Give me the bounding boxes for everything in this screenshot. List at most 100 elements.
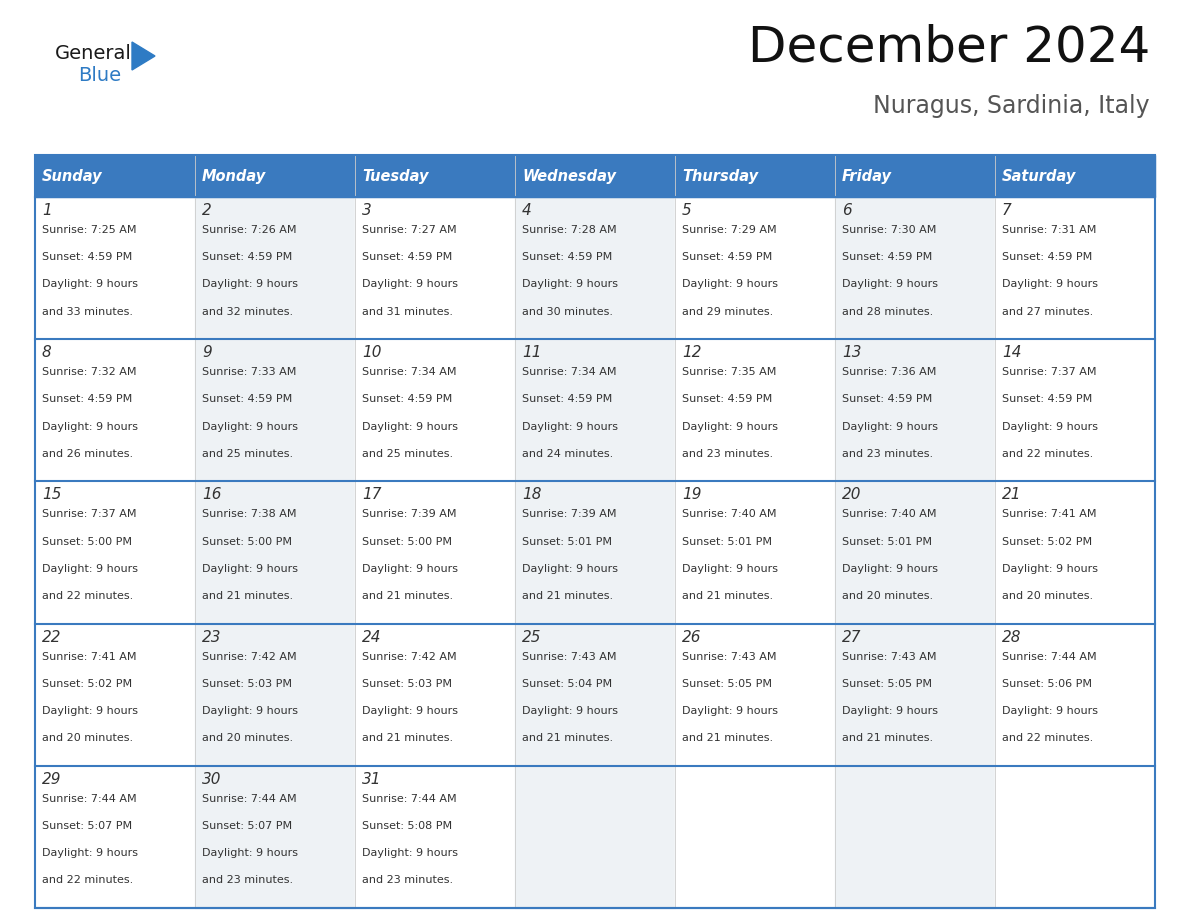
Text: 2: 2 (202, 203, 211, 218)
Bar (996, 766, 1155, 908)
Text: and 21 minutes.: and 21 minutes. (522, 733, 613, 744)
Text: Sunset: 5:06 PM: Sunset: 5:06 PM (1001, 678, 1092, 688)
Text: and 20 minutes.: and 20 minutes. (42, 733, 133, 744)
Text: and 21 minutes.: and 21 minutes. (362, 733, 453, 744)
Text: and 23 minutes.: and 23 minutes. (842, 449, 933, 459)
Text: Sunset: 5:02 PM: Sunset: 5:02 PM (1001, 537, 1092, 546)
Text: Sunrise: 7:30 AM: Sunrise: 7:30 AM (842, 225, 936, 235)
Text: 25: 25 (522, 630, 542, 644)
Text: Sunrise: 7:40 AM: Sunrise: 7:40 AM (682, 509, 777, 520)
Text: Sunrise: 7:43 AM: Sunrise: 7:43 AM (522, 652, 617, 662)
Bar (34, 155, 1155, 908)
Text: 31: 31 (362, 772, 381, 787)
Text: Sunrise: 7:39 AM: Sunrise: 7:39 AM (522, 509, 617, 520)
Text: 8: 8 (42, 345, 52, 360)
Text: and 21 minutes.: and 21 minutes. (682, 591, 773, 601)
Bar (195, 481, 355, 623)
Bar (516, 197, 675, 339)
Text: Sunrise: 7:34 AM: Sunrise: 7:34 AM (522, 367, 617, 377)
Bar (195, 155, 355, 197)
Bar (675, 766, 835, 908)
Text: and 20 minutes.: and 20 minutes. (842, 591, 933, 601)
Bar (996, 339, 1155, 481)
Text: 11: 11 (522, 345, 542, 360)
Text: 7: 7 (1001, 203, 1012, 218)
Text: 29: 29 (42, 772, 62, 787)
Text: Daylight: 9 hours: Daylight: 9 hours (682, 706, 778, 716)
Text: Sunset: 4:59 PM: Sunset: 4:59 PM (522, 252, 612, 263)
Text: and 22 minutes.: and 22 minutes. (42, 591, 133, 601)
Text: Sunrise: 7:26 AM: Sunrise: 7:26 AM (202, 225, 297, 235)
Bar (355, 197, 516, 339)
Text: Daylight: 9 hours: Daylight: 9 hours (42, 706, 138, 716)
Text: 14: 14 (1001, 345, 1022, 360)
Text: Sunrise: 7:44 AM: Sunrise: 7:44 AM (362, 794, 456, 804)
Text: Sunrise: 7:29 AM: Sunrise: 7:29 AM (682, 225, 777, 235)
Text: Sunset: 5:03 PM: Sunset: 5:03 PM (202, 678, 292, 688)
Text: Sunset: 5:01 PM: Sunset: 5:01 PM (682, 537, 772, 546)
Text: Daylight: 9 hours: Daylight: 9 hours (362, 279, 459, 289)
Bar (996, 197, 1155, 339)
Text: Sunday: Sunday (42, 169, 102, 184)
Text: Nuragus, Sardinia, Italy: Nuragus, Sardinia, Italy (873, 94, 1150, 118)
Bar (675, 155, 835, 197)
Bar (355, 623, 516, 766)
Text: Sunset: 5:00 PM: Sunset: 5:00 PM (202, 537, 292, 546)
Bar (34, 481, 195, 623)
Bar (34, 623, 195, 766)
Bar (355, 155, 516, 197)
Text: 26: 26 (682, 630, 701, 644)
Bar (516, 623, 675, 766)
Text: Daylight: 9 hours: Daylight: 9 hours (202, 564, 298, 574)
Text: and 24 minutes.: and 24 minutes. (522, 449, 613, 459)
Text: Sunset: 4:59 PM: Sunset: 4:59 PM (42, 252, 132, 263)
Text: Sunset: 4:59 PM: Sunset: 4:59 PM (362, 252, 453, 263)
Text: 13: 13 (842, 345, 861, 360)
Text: Sunrise: 7:31 AM: Sunrise: 7:31 AM (1001, 225, 1097, 235)
Text: Sunrise: 7:32 AM: Sunrise: 7:32 AM (42, 367, 137, 377)
Text: Sunset: 4:59 PM: Sunset: 4:59 PM (682, 395, 772, 405)
Text: Sunrise: 7:43 AM: Sunrise: 7:43 AM (842, 652, 936, 662)
Text: Daylight: 9 hours: Daylight: 9 hours (682, 564, 778, 574)
Text: 4: 4 (522, 203, 532, 218)
Text: 17: 17 (362, 487, 381, 502)
Bar (355, 339, 516, 481)
Bar (516, 766, 675, 908)
Text: 21: 21 (1001, 487, 1022, 502)
Text: Sunset: 5:00 PM: Sunset: 5:00 PM (42, 537, 132, 546)
Bar (34, 766, 195, 908)
Text: December 2024: December 2024 (747, 24, 1150, 72)
Text: Daylight: 9 hours: Daylight: 9 hours (362, 706, 459, 716)
Text: Daylight: 9 hours: Daylight: 9 hours (202, 706, 298, 716)
Text: and 31 minutes.: and 31 minutes. (362, 307, 453, 317)
Text: and 25 minutes.: and 25 minutes. (202, 449, 293, 459)
Bar (195, 197, 355, 339)
Text: Sunrise: 7:37 AM: Sunrise: 7:37 AM (42, 509, 137, 520)
Text: Thursday: Thursday (682, 169, 758, 184)
Text: Sunrise: 7:28 AM: Sunrise: 7:28 AM (522, 225, 617, 235)
Text: Sunset: 5:04 PM: Sunset: 5:04 PM (522, 678, 612, 688)
Text: Sunset: 5:02 PM: Sunset: 5:02 PM (42, 678, 132, 688)
Text: 20: 20 (842, 487, 861, 502)
Text: Daylight: 9 hours: Daylight: 9 hours (842, 279, 939, 289)
Text: Sunset: 4:59 PM: Sunset: 4:59 PM (682, 252, 772, 263)
Bar (835, 197, 996, 339)
Text: Sunrise: 7:41 AM: Sunrise: 7:41 AM (42, 652, 137, 662)
Text: Blue: Blue (78, 66, 121, 85)
Text: Sunrise: 7:25 AM: Sunrise: 7:25 AM (42, 225, 137, 235)
Text: 6: 6 (842, 203, 852, 218)
Text: 9: 9 (202, 345, 211, 360)
Text: Sunrise: 7:27 AM: Sunrise: 7:27 AM (362, 225, 456, 235)
Text: Sunset: 5:00 PM: Sunset: 5:00 PM (362, 537, 451, 546)
Text: and 20 minutes.: and 20 minutes. (1001, 591, 1093, 601)
Text: Sunrise: 7:39 AM: Sunrise: 7:39 AM (362, 509, 456, 520)
Text: Sunset: 5:07 PM: Sunset: 5:07 PM (202, 821, 292, 831)
Text: Daylight: 9 hours: Daylight: 9 hours (1001, 564, 1098, 574)
Text: Friday: Friday (842, 169, 892, 184)
Text: Daylight: 9 hours: Daylight: 9 hours (522, 564, 618, 574)
Text: 16: 16 (202, 487, 221, 502)
Text: Sunset: 4:59 PM: Sunset: 4:59 PM (42, 395, 132, 405)
Text: Sunset: 4:59 PM: Sunset: 4:59 PM (202, 252, 292, 263)
Text: Sunrise: 7:37 AM: Sunrise: 7:37 AM (1001, 367, 1097, 377)
Text: and 32 minutes.: and 32 minutes. (202, 307, 293, 317)
